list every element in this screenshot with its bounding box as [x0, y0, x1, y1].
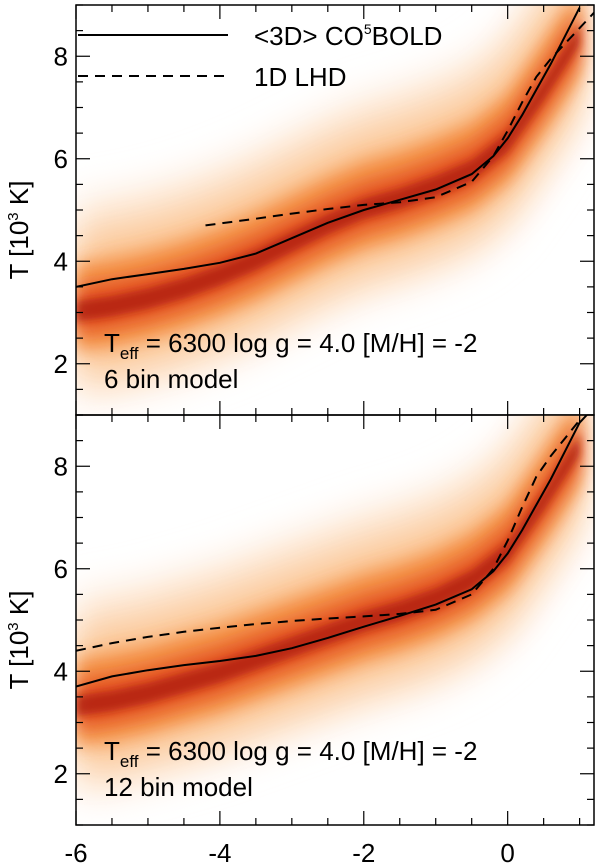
- y-tick-label: 8: [54, 451, 68, 481]
- series-1d-lhd-bottom: [76, 419, 581, 652]
- legend-entry-3d: <3D> CO5BOLD: [254, 21, 442, 51]
- series-3d-co5bold-bottom: [76, 415, 588, 688]
- y-tick-label: 2: [54, 349, 68, 379]
- x-tick-label: -6: [64, 838, 87, 868]
- y-tick-label: 6: [54, 144, 68, 174]
- density-map-12-bin: [76, 415, 580, 798]
- x-tick-label: -4: [208, 838, 231, 868]
- y-tick-label: 6: [54, 554, 68, 584]
- labels-12-bin: T [103 K] Teff = 6300 log g = 4.0 [M/H] …: [4, 591, 477, 802]
- legend: <3D> CO5BOLD 1D LHD: [78, 21, 442, 92]
- x-tick-labels: -6 -4 -2 0: [64, 838, 514, 868]
- density-map-6-bin: [76, 5, 580, 403]
- y-tick-label: 4: [54, 246, 68, 276]
- profiles-12-bin: [76, 415, 588, 688]
- profiles-6-bin: [76, 7, 594, 288]
- x-tick-label: 0: [500, 838, 514, 868]
- panel-12-bin: 2 4 6 8 T [103 K] Teff = 6300 log g = 4.0 […: [4, 414, 595, 826]
- labels-6-bin: T [103 K] Teff = 6300 log g = 4.0 [M/H] …: [4, 181, 477, 394]
- density-band-peak: [76, 434, 580, 717]
- ylabel-bottom: T [103 K]: [4, 591, 34, 690]
- annotation-top-line2: 6 bin model: [104, 364, 238, 394]
- panel-6-bin: 2 4 6 8 T [103 K] Teff = 6300 log g = 4.0 […: [4, 4, 595, 416]
- annotation-bottom-line2: 12 bin model: [104, 772, 253, 802]
- density-band-peak: [76, 24, 580, 322]
- annotation-top-line1: Teff = 6300 log g = 4.0 [M/H] = -2: [104, 328, 477, 363]
- x-tick-label: -2: [352, 838, 375, 868]
- series-1d-lhd-top: [205, 12, 594, 227]
- ylabel-top: T [103 K]: [4, 181, 34, 280]
- annotation-bottom-line1: Teff = 6300 log g = 4.0 [M/H] = -2: [104, 736, 477, 771]
- axes-12-bin: 2 4 6 8: [54, 414, 595, 826]
- legend-entry-1d: 1D LHD: [254, 62, 346, 92]
- y-tick-label: 2: [54, 759, 68, 789]
- series-3d-co5bold-top: [76, 7, 581, 288]
- y-tick-label: 4: [54, 656, 68, 686]
- y-tick-label: 8: [54, 41, 68, 71]
